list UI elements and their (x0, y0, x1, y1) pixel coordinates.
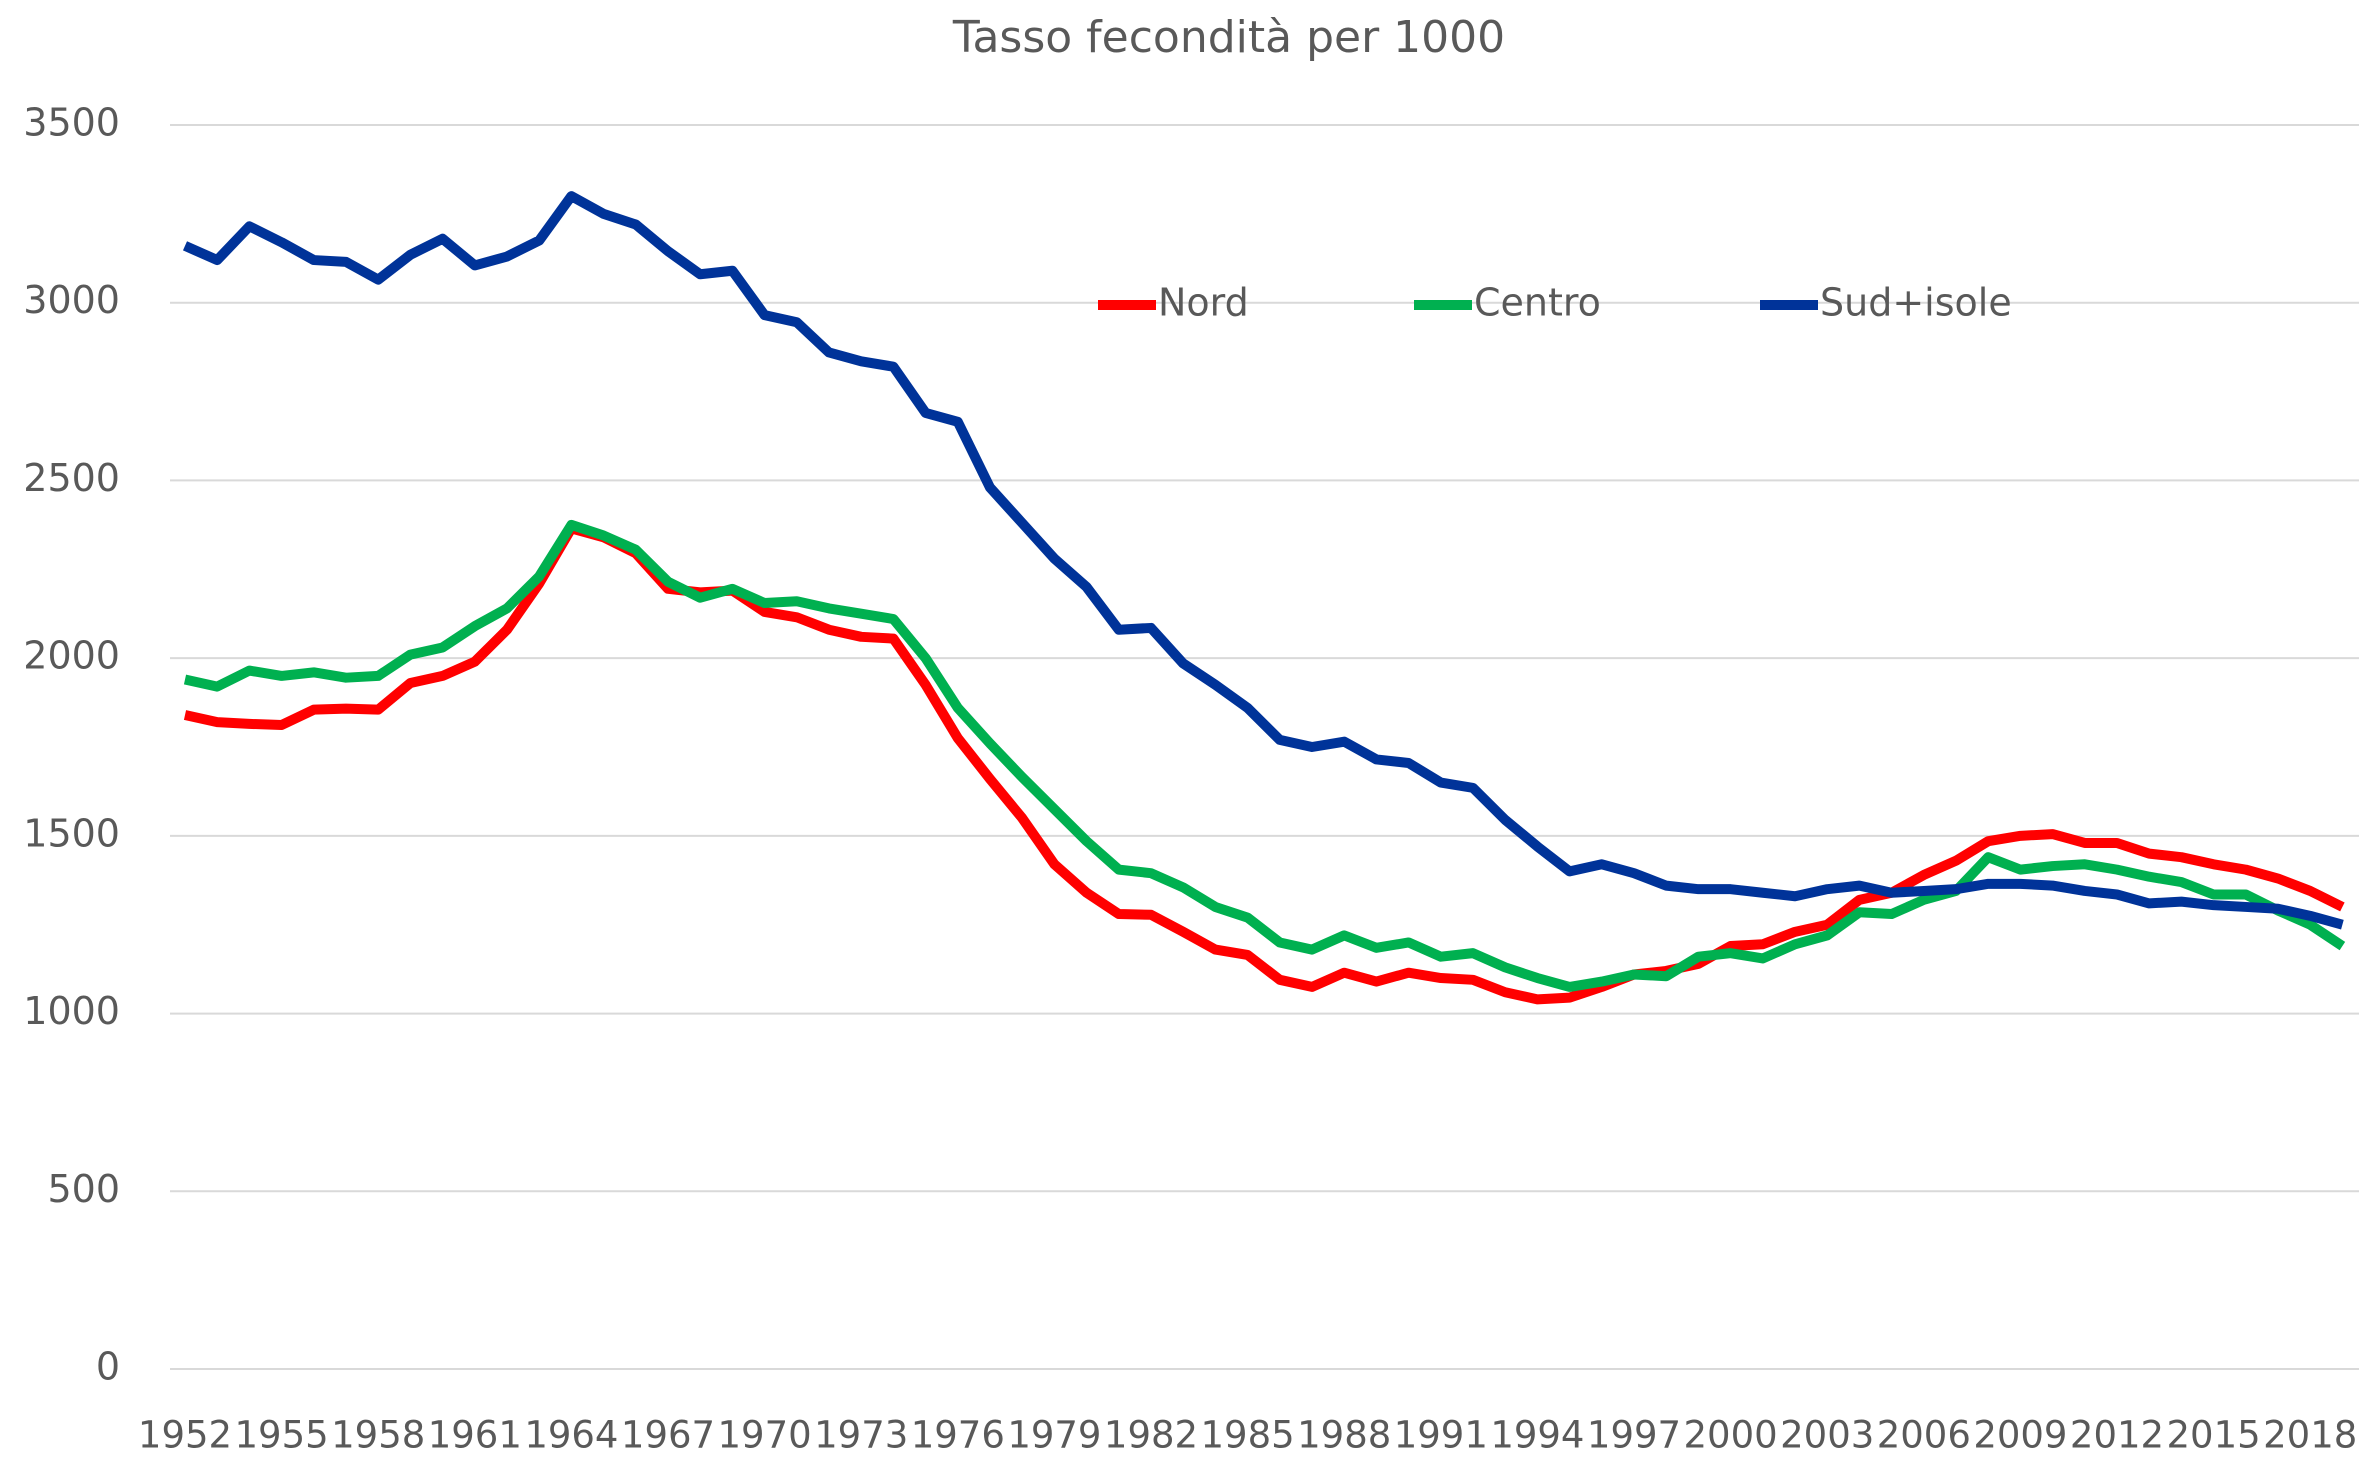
x-tick-label: 1991 (1394, 1414, 1488, 1457)
x-tick-label: 1982 (1104, 1414, 1198, 1457)
x-tick-label: 1985 (1201, 1414, 1295, 1457)
y-tick-label: 500 (47, 1167, 120, 1211)
y-tick-label: 1500 (23, 811, 120, 855)
y-tick-label: 0 (96, 1345, 120, 1389)
x-tick-label: 1976 (911, 1414, 1005, 1457)
y-tick-label: 1000 (23, 989, 120, 1033)
y-tick-label: 2500 (23, 456, 120, 500)
y-tick-label: 3500 (23, 101, 120, 145)
y-tick-label: 3000 (23, 278, 120, 322)
x-tick-label: 2000 (1684, 1414, 1778, 1457)
x-tick-label: 1988 (1297, 1414, 1391, 1457)
x-tick-label: 1970 (718, 1414, 812, 1457)
x-tick-label: 1973 (814, 1414, 908, 1457)
x-tick-label: 2012 (2070, 1414, 2164, 1457)
legend-label: Nord (1158, 281, 1249, 325)
y-tick-label: 2000 (23, 634, 120, 678)
x-tick-label: 1955 (235, 1414, 329, 1457)
x-tick-label: 1967 (621, 1414, 715, 1457)
x-tick-label: 1964 (524, 1414, 618, 1457)
x-tick-label: 1961 (428, 1414, 522, 1457)
x-tick-label: 2018 (2263, 1414, 2357, 1457)
legend-label: Sud+isole (1820, 281, 2012, 325)
x-tick-label: 2015 (2167, 1414, 2261, 1457)
x-tick-label: 1952 (138, 1414, 232, 1457)
x-tick-label: 1958 (331, 1414, 425, 1457)
series-line (183, 519, 2346, 992)
x-tick-label: 2006 (1877, 1414, 1971, 1457)
legend-label: Centro (1474, 281, 1601, 325)
x-tick-label: 2009 (1973, 1414, 2067, 1457)
x-tick-label: 1997 (1587, 1414, 1681, 1457)
x-tick-label: 1979 (1007, 1414, 1101, 1457)
x-tick-label: 1994 (1490, 1414, 1584, 1457)
chart-title: Tasso fecondità per 1000 (952, 12, 1505, 63)
series-line (182, 191, 2344, 930)
x-tick-label: 2003 (1780, 1414, 1874, 1457)
